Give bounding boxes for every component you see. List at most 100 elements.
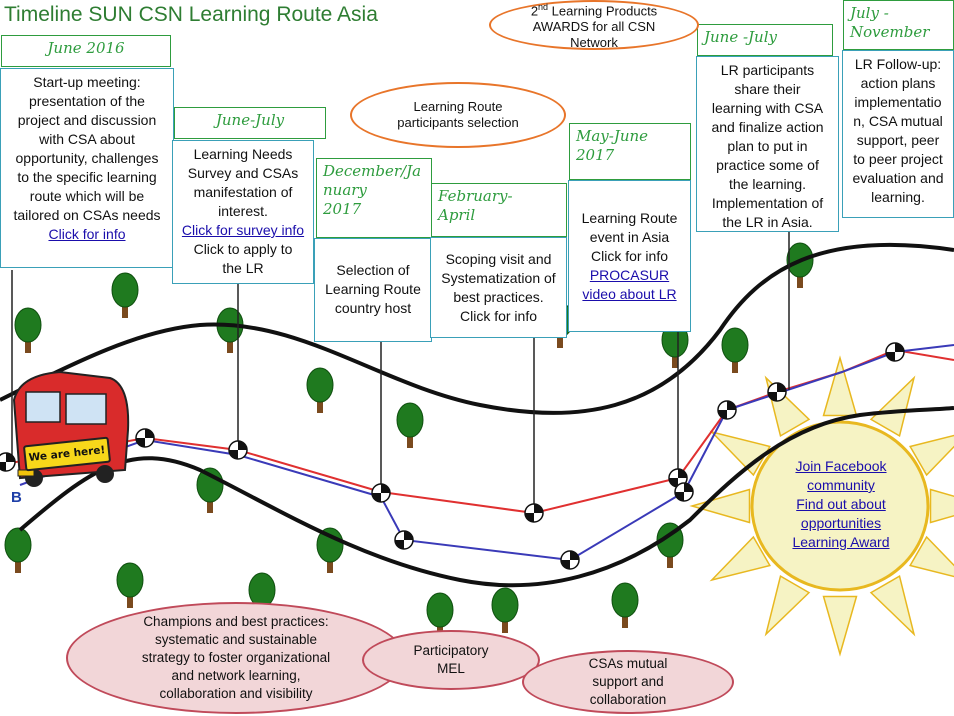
checker-marker-fill bbox=[525, 504, 543, 522]
milestone-5-line: Click for info bbox=[590, 248, 669, 264]
milestone-4-box[interactable]: Scoping visit and Systematization of bes… bbox=[430, 237, 567, 338]
checker-marker-fill bbox=[395, 531, 413, 549]
apply-link-line[interactable]: Click to apply to bbox=[193, 241, 293, 257]
tree-trunk bbox=[732, 355, 738, 373]
milestone-1-header: June 2016 bbox=[1, 35, 171, 67]
milestone-1-line: to the specific learning bbox=[17, 169, 157, 185]
mel-oval: Participatory MEL bbox=[362, 630, 540, 690]
sun-links: Join Facebook community Find out about o… bbox=[760, 457, 922, 552]
tree-trunk bbox=[407, 430, 413, 448]
milestone-3-header-text: 2017 bbox=[323, 200, 362, 218]
milestone-3-line: country host bbox=[334, 300, 412, 316]
milestone-2-box: Learning Needs Survey and CSAs manifesta… bbox=[172, 140, 314, 284]
awards-line-2: AWARDS for all CSN bbox=[532, 19, 656, 35]
tree-crown bbox=[316, 527, 344, 563]
milestone-6-line: share their bbox=[734, 81, 801, 97]
facebook-community-link[interactable]: Join Facebook community bbox=[795, 458, 887, 493]
milestone-7-header: July - November bbox=[843, 0, 954, 50]
milestone-3-header-text: nuary bbox=[323, 181, 367, 199]
champions-line: systematic and sustainable bbox=[154, 632, 318, 647]
milestone-4-line: best practices. bbox=[453, 289, 544, 305]
milestone-2-line: Survey and CSAs bbox=[187, 165, 299, 181]
milestone-5-header-text: May-June bbox=[576, 127, 649, 145]
milestone-3-line: Selection of bbox=[336, 262, 410, 278]
awards-oval: 2nd Learning Products AWARDS for all CSN… bbox=[489, 0, 699, 50]
milestone-7-line: to peer project bbox=[853, 151, 943, 167]
tree-trunk bbox=[672, 350, 678, 368]
checker-marker-fill bbox=[136, 429, 154, 447]
tree-trunk bbox=[207, 495, 213, 513]
csas-line: collaboration bbox=[589, 692, 667, 707]
tree-trunk bbox=[622, 610, 628, 628]
tree-trunk bbox=[122, 300, 128, 318]
sun-ray bbox=[822, 355, 858, 417]
milestone-7-box: LR Follow-up: action plans implementatio… bbox=[842, 50, 954, 218]
tree-trunk bbox=[317, 395, 323, 413]
milestone-6-box: LR participants share their learning wit… bbox=[696, 56, 839, 232]
milestone-6-line: LR participants bbox=[720, 62, 815, 78]
sun-ray bbox=[869, 375, 916, 437]
sun-ray bbox=[822, 595, 858, 657]
milestone-5-header-text: 2017 bbox=[576, 146, 615, 164]
milestone-4-line[interactable]: Click for info bbox=[459, 308, 538, 324]
tree-crown bbox=[491, 587, 519, 623]
procasur-video-link[interactable]: PROCASUR bbox=[589, 267, 670, 283]
milestone-1-line: presentation of the bbox=[29, 93, 145, 109]
selection-line: Learning Route bbox=[413, 99, 503, 114]
milestone-2-line: interest. bbox=[218, 203, 268, 219]
mel-line: Participatory bbox=[413, 643, 489, 658]
procasur-video-link[interactable]: video about LR bbox=[582, 286, 677, 302]
milestone-2-line: Learning Needs bbox=[193, 146, 293, 162]
milestone-markers bbox=[0, 342, 905, 570]
champions-line: Champions and best practices: bbox=[143, 614, 329, 629]
milestone-1-header-text: June 2016 bbox=[47, 39, 125, 57]
tree-trunk bbox=[797, 270, 803, 288]
checker-marker-fill bbox=[718, 401, 736, 419]
tree-trunk bbox=[667, 550, 673, 568]
champions-line: and network learning, bbox=[171, 668, 301, 683]
milestone-5-box: Learning Route event in Asia Click for i… bbox=[568, 180, 691, 332]
sun-ray bbox=[764, 575, 811, 637]
milestone-4-line: Scoping visit and bbox=[445, 251, 552, 267]
tree-trunk bbox=[227, 335, 233, 353]
milestone-7-header-text: July - bbox=[850, 4, 889, 22]
milestone-7-line: support, peer bbox=[856, 132, 940, 148]
milestone-6-line: learning with CSA bbox=[711, 100, 824, 116]
tree-crown bbox=[396, 402, 424, 438]
milestone-3-header: December/Ja nuary 2017 bbox=[316, 158, 432, 238]
milestone-1-info-link[interactable]: Click for info bbox=[48, 226, 126, 242]
milestone-3-header-text: December/Ja bbox=[323, 162, 422, 180]
milestone-7-line: evaluation and bbox=[852, 170, 944, 186]
checker-marker-fill bbox=[675, 483, 693, 501]
survey-info-link[interactable]: Click for survey info bbox=[181, 222, 305, 238]
milestone-4-line: Systematization of bbox=[441, 270, 556, 286]
apply-link-line[interactable]: the LR bbox=[222, 260, 264, 276]
milestone-4-header-text: April bbox=[438, 206, 476, 224]
milestone-4-header-text: February- bbox=[438, 187, 513, 205]
checker-marker-fill bbox=[669, 469, 687, 487]
milestone-6-line: the learning. bbox=[728, 176, 807, 192]
opportunities-link[interactable]: Find out about opportunities bbox=[796, 496, 886, 531]
milestone-1-line: route which will be bbox=[29, 188, 145, 204]
learning-award-link[interactable]: Learning Award bbox=[792, 534, 890, 550]
checker-marker-fill bbox=[886, 343, 904, 361]
awards-line-1-rest: Learning Products bbox=[548, 3, 658, 19]
awards-line-1: 2nd Learning Products bbox=[531, 0, 657, 19]
csas-oval: CSAs mutual support and collaboration bbox=[522, 650, 734, 714]
tree-trunk bbox=[557, 330, 563, 348]
sun-graphic bbox=[689, 355, 954, 657]
road-edge-bottom bbox=[18, 406, 954, 588]
connector-lines bbox=[11, 232, 790, 513]
champions-oval: Champions and best practices: systematic… bbox=[66, 602, 406, 714]
milestone-7-header-text: November bbox=[850, 23, 930, 41]
tree-crown bbox=[116, 562, 144, 598]
champions-line: strategy to foster organizational bbox=[141, 650, 331, 665]
milestone-5-header: May-June 2017 bbox=[569, 123, 691, 180]
milestone-1-line: opportunity, challenges bbox=[15, 150, 159, 166]
road-edge-top bbox=[0, 242, 954, 415]
milestone-5-line: Learning Route bbox=[581, 210, 678, 226]
milestone-6-header: June -July bbox=[697, 24, 833, 56]
tree-crown bbox=[14, 307, 42, 343]
tree-trunk bbox=[127, 590, 133, 608]
tree-crown bbox=[4, 527, 32, 563]
